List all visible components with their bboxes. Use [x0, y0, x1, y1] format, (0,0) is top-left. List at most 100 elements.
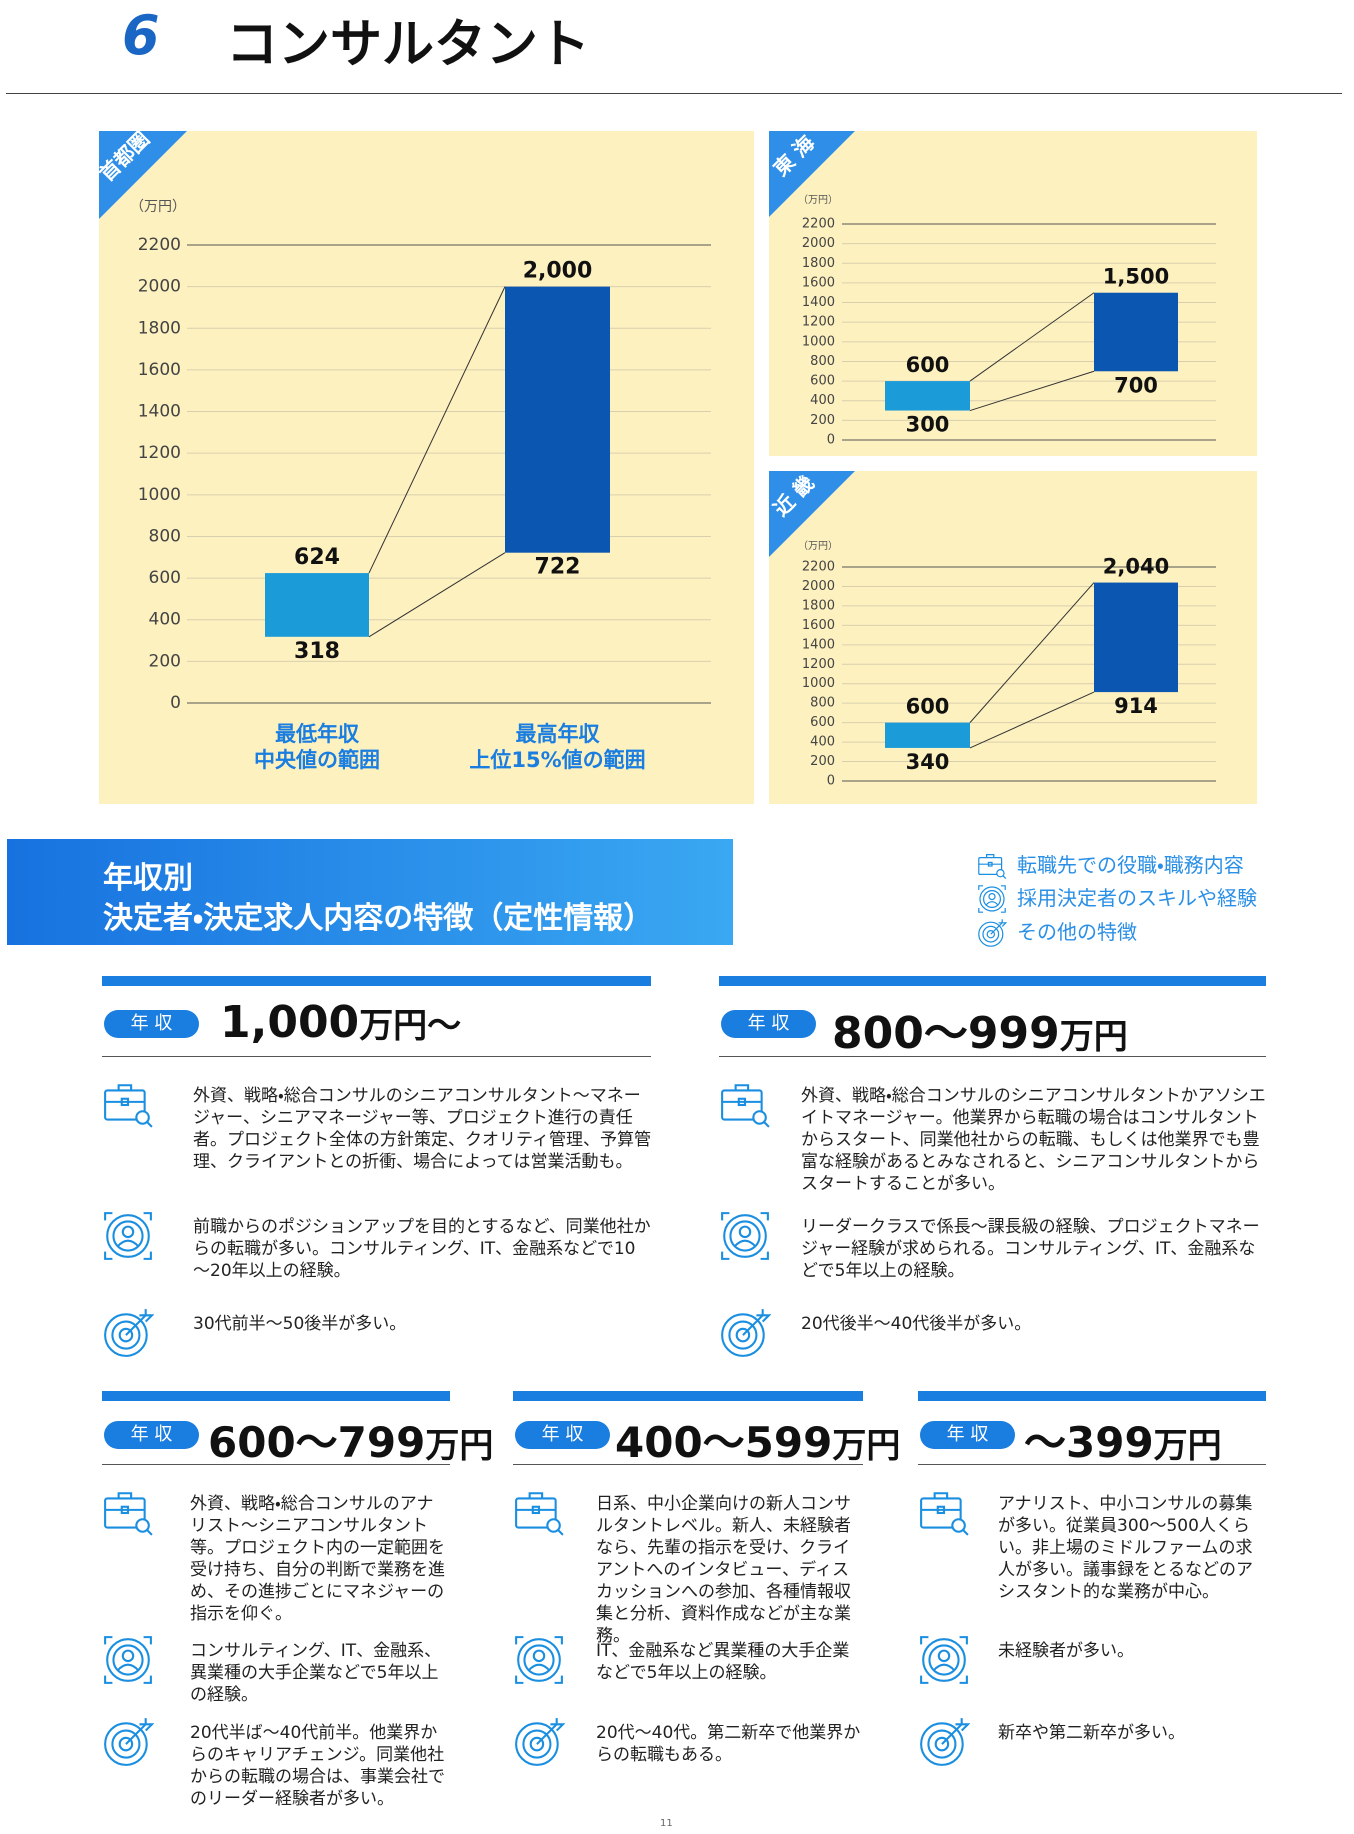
item-text: 未経験者が多い。	[998, 1641, 1134, 1661]
connector-line	[969, 691, 1095, 749]
card-top-bar	[918, 1391, 1266, 1401]
card-rule	[918, 1464, 1266, 1465]
item-text: リーダークラスで係長～課長級の経験、プロジェクトマネージャー経験が求められる。コ…	[801, 1217, 1260, 1281]
salary-amount: 800～999	[832, 1007, 1060, 1059]
salary-range: 1,000万円～	[220, 997, 461, 1048]
chart: 首都圏（万円）020040060080010001200140016001800…	[99, 131, 711, 713]
item-text: 30代前半～50後半が多い。	[193, 1314, 407, 1334]
connector-line	[368, 552, 506, 638]
y-tick-label: 1400	[802, 637, 835, 652]
section-number: 6	[122, 4, 160, 67]
value-label: 340	[906, 750, 950, 774]
item-text: 外資、戦略・総合コンサルのシニアコンサルタントかアソシエイトマネージャー。他業界…	[801, 1086, 1266, 1194]
salary-range: 400～599万円	[615, 1409, 900, 1470]
connector-line	[969, 582, 1095, 723]
y-tick-label: 200	[810, 754, 835, 769]
salary-amount: 1,000	[220, 996, 360, 1048]
card-rule	[513, 1464, 863, 1465]
card-top-bar	[102, 1391, 450, 1401]
y-tick-label: 400	[810, 393, 835, 408]
y-tick-label: 600	[149, 568, 181, 588]
range-bar	[885, 722, 970, 748]
y-tick-label: 1800	[802, 598, 835, 613]
legend-label: その他の特徴	[1017, 920, 1137, 944]
value-label: 1,500	[1103, 265, 1169, 289]
y-tick-label: 1000	[802, 334, 835, 349]
y-tick-label: 0	[827, 433, 835, 448]
connector-line	[969, 370, 1095, 412]
item-icon	[102, 1210, 154, 1262]
item-icon	[719, 1210, 771, 1262]
item-icon	[102, 1487, 154, 1539]
card-rule	[719, 1056, 1266, 1057]
y-tick-label: 2200	[138, 235, 181, 255]
legend-icon	[977, 918, 1007, 948]
header-rule	[6, 93, 1342, 94]
card-top-bar	[513, 1391, 863, 1401]
y-tick-label: 1200	[802, 315, 835, 330]
salary-unit: 万円	[1059, 1016, 1128, 1057]
legend-icon	[977, 851, 1007, 881]
y-tick-label: 800	[810, 354, 835, 369]
item-text: 20代～40代。第二新卒で他業界からの転職もある。	[596, 1723, 861, 1765]
salary-amount: 400～599	[615, 1417, 833, 1467]
salary-card: 年 収 1,000万円～ 外資、戦略・総合コンサルのシニアコンサルタント～マネージャ…	[102, 976, 651, 1416]
chart: 東 海（万円）020040060080010001200140016001800…	[769, 131, 1216, 448]
salary-card: 年 収 ～399万円 アナリスト、中小コンサルの募集が多い。従業員300～500人く…	[918, 1391, 1266, 1831]
y-axis-label: （万円）	[798, 194, 838, 206]
item-icon	[918, 1634, 970, 1686]
card-rule	[102, 1464, 450, 1465]
value-label: 600	[906, 695, 950, 719]
item-icon	[719, 1079, 771, 1131]
salary-badge: 年 収	[104, 1421, 199, 1449]
salary-range: 800～999万円	[832, 997, 1128, 1061]
y-tick-label: 1600	[802, 618, 835, 633]
y-tick-label: 2200	[802, 560, 835, 575]
item-icon	[918, 1487, 970, 1539]
y-tick-label: 1600	[802, 275, 835, 290]
y-axis-label: （万円）	[130, 199, 186, 215]
y-tick-label: 2000	[802, 579, 835, 594]
salary-card: 年 収 800～999万円 外資、戦略・総合コンサルのシニアコンサルタントかアソシエ…	[719, 976, 1266, 1416]
item-text: 外資、戦略・総合コンサルのシニアコンサルタント～マネージャー、シニアマネージャー…	[193, 1086, 651, 1172]
salary-unit: 万円	[1153, 1425, 1222, 1466]
chart-panel: 東 海（万円） 0 200 400 600 800 1000 1200 1400 1600 1800…	[769, 131, 1257, 456]
y-tick-label: 2000	[138, 277, 181, 297]
category-label: 最低年収 中央値の範囲	[254, 722, 380, 772]
legend-icon	[977, 884, 1007, 914]
range-bar	[1094, 582, 1178, 693]
item-text: 外資、戦略・総合コンサルのアナリスト～シニアコンサルタント等。プロジェクト内の一…	[190, 1494, 445, 1624]
item-text: 日系、中小企業向けの新人コンサルタントレベル。新人、未経験者なら、先輩の指示を受…	[596, 1494, 851, 1646]
y-tick-label: 1200	[138, 443, 181, 463]
card-top-bar	[719, 976, 1266, 986]
salary-card: 年 収 400～599万円日系、中小企業向けの新人コンサルタントレベル。新人、未経…	[513, 1391, 900, 1831]
y-tick-label: 1000	[138, 485, 181, 505]
region-tag	[769, 131, 855, 217]
y-tick-label: 1800	[802, 256, 835, 271]
item-icon	[513, 1487, 565, 1539]
chart-panel: 近 畿（万円） 0 200 400 600 800 1000 1200 1400 1600 1800…	[769, 471, 1257, 804]
item-icon	[918, 1716, 970, 1768]
y-tick-label: 1000	[802, 676, 835, 691]
y-tick-label: 1800	[138, 318, 181, 338]
banner-title: 決定者・決定求人内容の特徴（定性情報）	[103, 901, 654, 936]
y-tick-label: 2200	[802, 217, 835, 232]
value-label: 914	[1114, 694, 1158, 718]
y-tick-label: 1600	[138, 360, 181, 380]
range-bar	[505, 286, 610, 553]
category-label: 最高年収 上位15%値の範囲	[469, 722, 646, 772]
page-number: 11	[660, 1818, 673, 1829]
salary-unit: 万円	[425, 1425, 494, 1466]
y-tick-label: 600	[810, 374, 835, 389]
salary-card: 年 収 600～799万円外資、戦略・総合コンサルのアナリスト～シニアコンサルタン…	[102, 1391, 493, 1831]
y-tick-label: 1400	[138, 402, 181, 422]
salary-amount: 600～799	[208, 1417, 426, 1467]
connector-line	[368, 286, 506, 574]
item-text: IT、金融系など異業種の大手企業などで5年以上の経験。	[596, 1641, 850, 1683]
item-text: 20代後半～40代後半が多い。	[801, 1314, 1032, 1334]
item-text: コンサルティング、IT、金融系、異業種の大手企業などで5年以上の経験。	[190, 1641, 442, 1705]
item-icon	[102, 1634, 154, 1686]
item-icon	[513, 1716, 565, 1768]
salary-badge: 年 収	[515, 1421, 610, 1449]
y-tick-label: 200	[810, 413, 835, 428]
